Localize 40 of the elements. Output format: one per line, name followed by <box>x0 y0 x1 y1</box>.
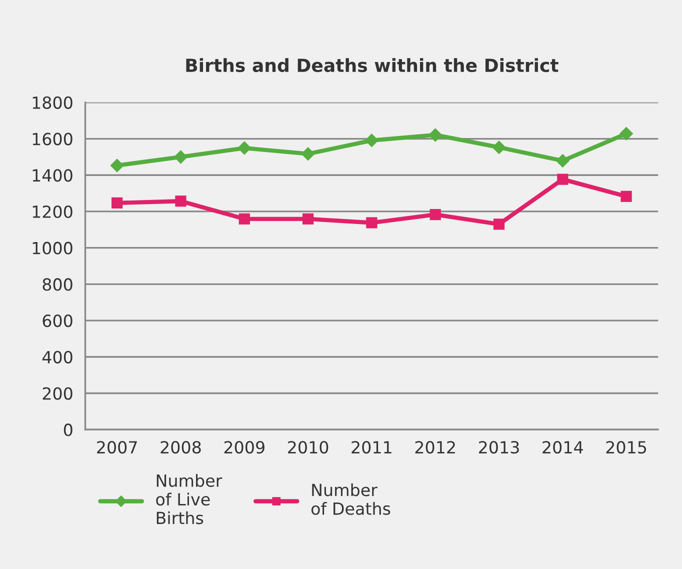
y-tick-label: 1000 <box>32 242 72 254</box>
legend-label: Number of Deaths <box>311 483 390 515</box>
point <box>620 190 632 202</box>
point <box>619 126 634 141</box>
point <box>112 197 123 208</box>
x-tick-label: 2012 <box>415 441 455 454</box>
point <box>110 158 124 172</box>
point <box>430 209 441 220</box>
point <box>556 154 570 168</box>
y-tick-label: 400 <box>42 350 72 364</box>
y-tick-label: 1600 <box>32 132 72 146</box>
point <box>428 128 442 142</box>
point <box>175 196 186 207</box>
y-tick-label: 200 <box>42 387 72 400</box>
point <box>492 140 506 154</box>
legend-label: Number of Live Births <box>156 474 222 524</box>
point <box>174 150 188 164</box>
point <box>557 174 568 185</box>
x-tick-label: 2010 <box>288 441 328 454</box>
y-tick-label: 600 <box>42 314 72 328</box>
y-tick-label: 1400 <box>32 169 72 182</box>
point <box>238 141 252 155</box>
point <box>364 134 379 148</box>
x-tick-label: 2014 <box>542 441 583 454</box>
x-tick-label: 2009 <box>224 441 264 454</box>
x-tick-label: 2007 <box>97 441 137 454</box>
x-tick-label: 2008 <box>160 441 201 454</box>
y-tick-label: 0 <box>64 424 72 436</box>
point <box>301 146 315 161</box>
x-tick-label: 2013 <box>479 441 519 454</box>
point <box>493 218 505 230</box>
y-tick-label: 1200 <box>32 205 72 218</box>
x-tick-label: 2015 <box>606 441 646 454</box>
y-tick-label: 800 <box>42 278 72 291</box>
y-tick-label: 1800 <box>32 96 72 109</box>
point <box>366 217 378 228</box>
chart-title: Births and Deaths within the District <box>186 58 558 72</box>
x-tick-label: 2011 <box>352 441 392 454</box>
point <box>238 213 250 224</box>
point <box>302 213 314 224</box>
